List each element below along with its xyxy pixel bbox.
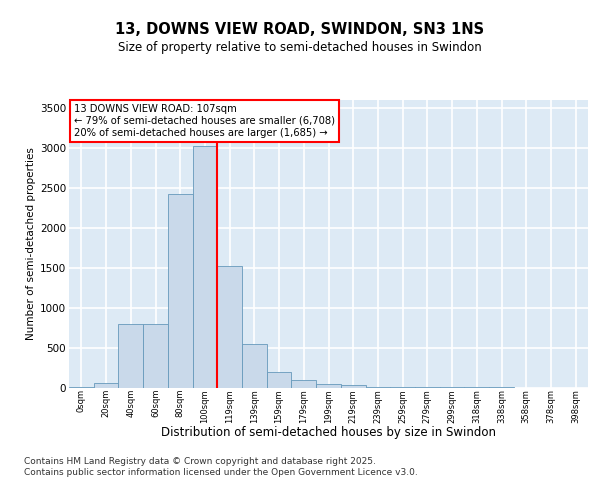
Bar bbox=[193, 146, 217, 388]
Text: 13, DOWNS VIEW ROAD, SWINDON, SN3 1NS: 13, DOWNS VIEW ROAD, SWINDON, SN3 1NS bbox=[115, 22, 485, 38]
Text: Size of property relative to semi-detached houses in Swindon: Size of property relative to semi-detach… bbox=[118, 41, 482, 54]
Bar bbox=[341, 385, 365, 388]
Bar bbox=[316, 384, 341, 388]
Bar bbox=[267, 372, 292, 388]
Bar bbox=[217, 266, 242, 388]
Text: Contains HM Land Registry data © Crown copyright and database right 2025.
Contai: Contains HM Land Registry data © Crown c… bbox=[24, 458, 418, 477]
Bar bbox=[94, 382, 118, 388]
Bar bbox=[168, 194, 193, 388]
Bar bbox=[242, 344, 267, 388]
Bar bbox=[143, 324, 168, 388]
X-axis label: Distribution of semi-detached houses by size in Swindon: Distribution of semi-detached houses by … bbox=[161, 426, 496, 438]
Bar bbox=[292, 380, 316, 388]
Y-axis label: Number of semi-detached properties: Number of semi-detached properties bbox=[26, 148, 36, 340]
Bar bbox=[118, 324, 143, 388]
Text: 13 DOWNS VIEW ROAD: 107sqm
← 79% of semi-detached houses are smaller (6,708)
20%: 13 DOWNS VIEW ROAD: 107sqm ← 79% of semi… bbox=[74, 104, 335, 138]
